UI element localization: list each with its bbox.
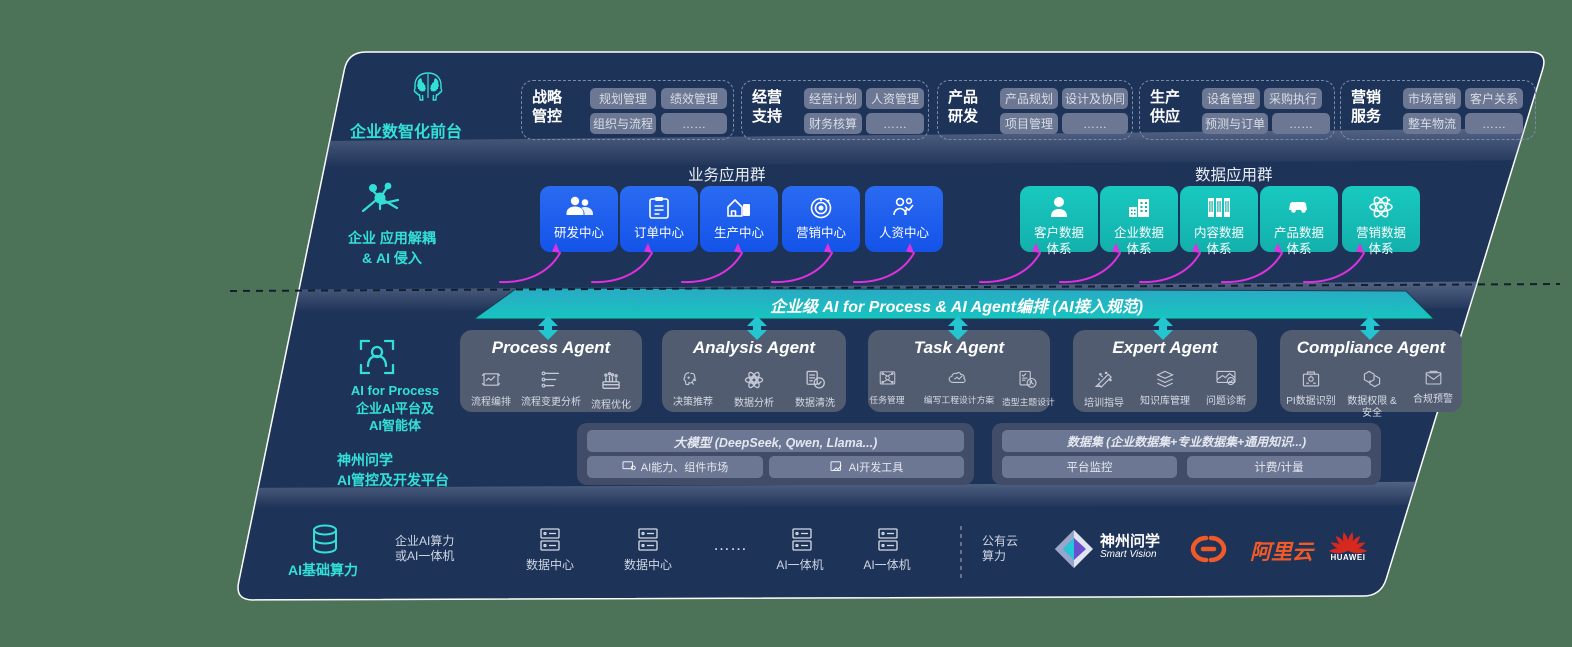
svg-text:HUAWEI: HUAWEI xyxy=(1330,553,1365,560)
